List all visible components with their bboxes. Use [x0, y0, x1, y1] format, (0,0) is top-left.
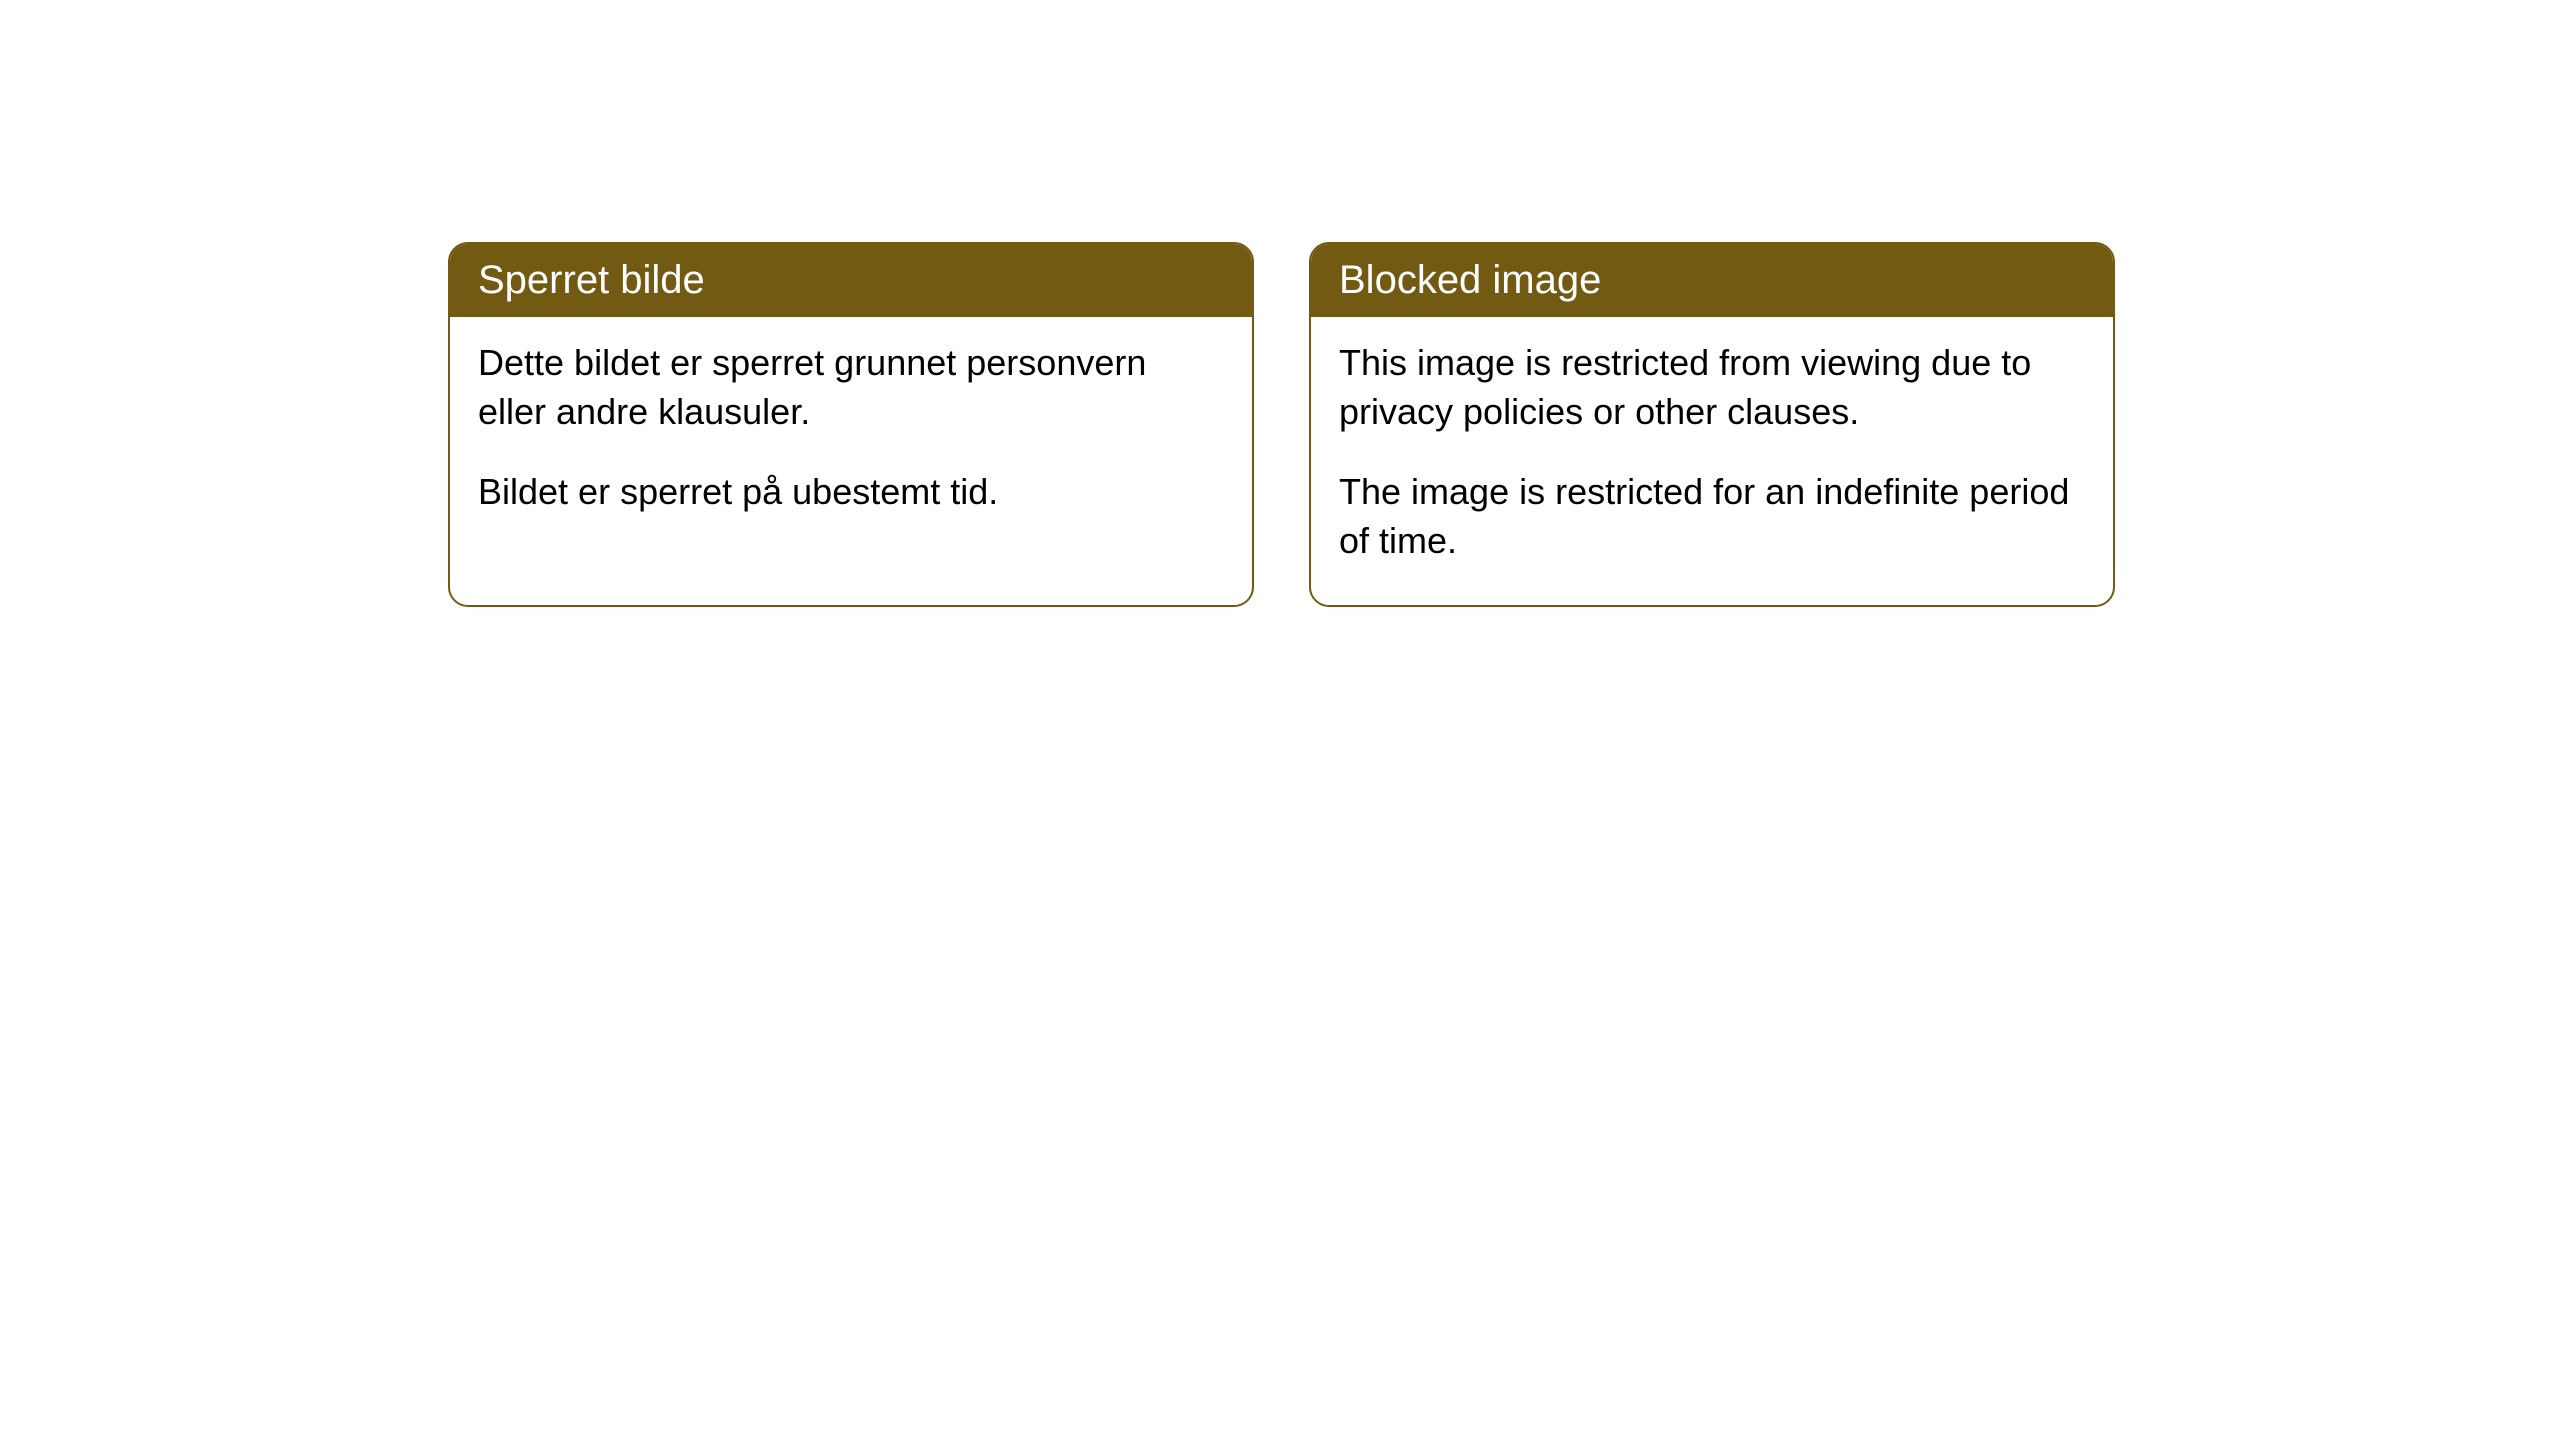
card-paragraph2-en: The image is restricted for an indefinit…: [1339, 468, 2085, 565]
blocked-image-card-no: Sperret bilde Dette bildet er sperret gr…: [448, 242, 1254, 607]
card-body-en: This image is restricted from viewing du…: [1311, 317, 2113, 605]
blocked-image-card-en: Blocked image This image is restricted f…: [1309, 242, 2115, 607]
card-paragraph1-no: Dette bildet er sperret grunnet personve…: [478, 339, 1224, 436]
card-paragraph1-en: This image is restricted from viewing du…: [1339, 339, 2085, 436]
card-body-no: Dette bildet er sperret grunnet personve…: [450, 317, 1252, 557]
card-header-en: Blocked image: [1311, 244, 2113, 317]
card-title-no: Sperret bilde: [478, 258, 705, 302]
card-header-no: Sperret bilde: [450, 244, 1252, 317]
card-paragraph2-no: Bildet er sperret på ubestemt tid.: [478, 468, 1224, 517]
card-title-en: Blocked image: [1339, 258, 1601, 302]
cards-container: Sperret bilde Dette bildet er sperret gr…: [448, 242, 2115, 607]
